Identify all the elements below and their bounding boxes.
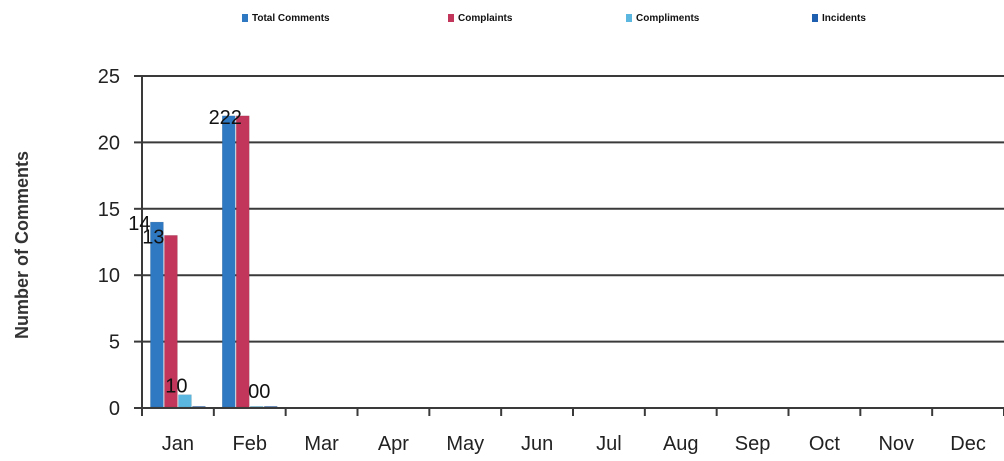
bar (192, 406, 206, 408)
legend-label-complaints: Complaints (458, 12, 513, 24)
axes: 0 5 10 15 20 25 Jan Feb Mar Apr May Jun Jul Aug Sep Oct… (98, 66, 1004, 455)
x-tick-label: Jun (521, 433, 553, 455)
data-label: 10 (165, 376, 187, 398)
legend-label-incidents: Incidents (822, 12, 866, 24)
bar (250, 406, 264, 408)
x-tick-label: Jul (596, 433, 622, 455)
bar (264, 406, 278, 408)
legend-swatch-incidents (812, 14, 818, 22)
data-label: 222 (209, 107, 242, 129)
x-tick-label: Oct (809, 433, 841, 455)
x-tick-label: Feb (233, 433, 267, 455)
x-tick-label: Nov (878, 433, 914, 455)
data-label: 13 (142, 226, 164, 248)
y-tick-label: 0 (109, 398, 120, 420)
bar (222, 115, 236, 408)
x-tick-label: Dec (950, 433, 986, 455)
y-tick-label: 20 (98, 132, 120, 154)
data-label: 00 (248, 381, 270, 403)
x-tick-label: Mar (304, 433, 339, 455)
legend-item-compliments: Compliments (626, 10, 699, 26)
legend-item-complaints: Complaints (448, 10, 512, 26)
legend-swatch-complaints (448, 14, 454, 22)
y-tick-label: 15 (98, 199, 120, 221)
legend-item-total-comments: Total Comments (242, 10, 330, 26)
x-tick-label: Apr (378, 433, 409, 455)
y-tick-label: 5 (109, 332, 120, 354)
x-tick-label: Jan (162, 433, 194, 455)
legend-label-compliments: Compliments (636, 12, 700, 24)
y-tick-label: 10 (98, 265, 120, 287)
x-tick-label: Aug (663, 433, 699, 455)
data-label: 14 (128, 213, 150, 235)
legend-label-total-comments: Total Comments (252, 12, 330, 24)
x-tick-label: May (446, 433, 484, 455)
legend-item-incidents: Incidents (812, 10, 866, 26)
bar (236, 115, 250, 408)
bar (150, 221, 164, 408)
bars (150, 115, 278, 408)
x-tick-label: Sep (735, 433, 771, 455)
gridlines (142, 75, 1004, 343)
legend-swatch-compliments (626, 14, 632, 22)
y-tick-label: 25 (98, 66, 120, 88)
legend-swatch-total-comments (242, 14, 248, 22)
